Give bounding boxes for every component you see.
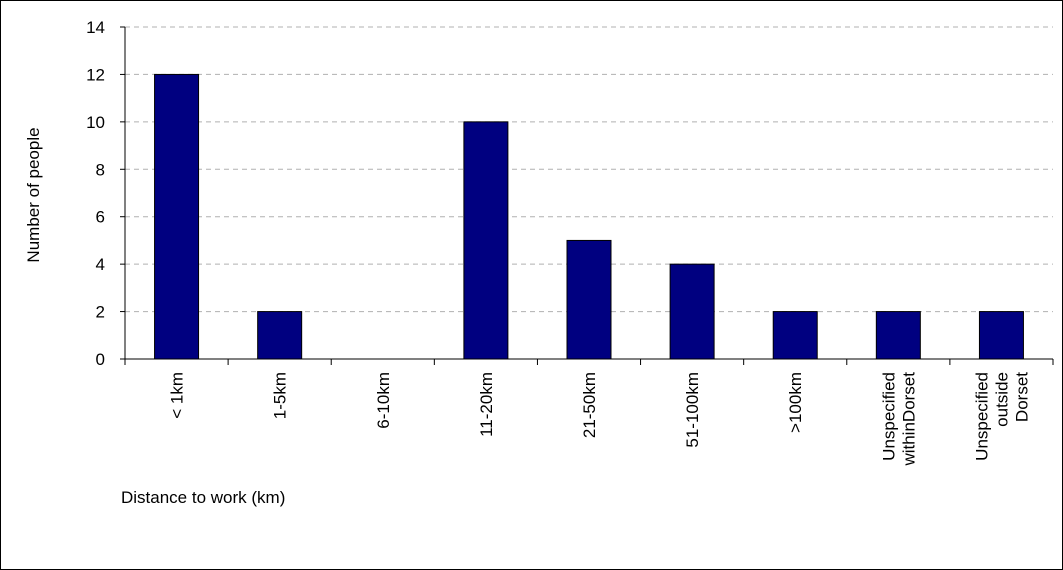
x-tick-label-line: 1-5km <box>271 372 290 419</box>
x-tick-label-line: withinDorset <box>899 372 918 467</box>
x-tick-label-line: outside <box>992 372 1011 427</box>
axes <box>120 26 1054 365</box>
bar <box>875 311 921 360</box>
x-tick-label-line: Unspecified <box>879 372 898 461</box>
y-tick-label: 2 <box>96 303 105 322</box>
x-tick-label: 51-100km <box>683 372 702 448</box>
x-tick-label-line: 6-10km <box>374 372 393 429</box>
x-tick-label-line: < 1km <box>168 372 187 419</box>
bar <box>669 263 715 360</box>
y-tick-label: 4 <box>96 255 105 274</box>
y-tick-label: 14 <box>86 18 105 37</box>
x-tick-label-line: 11-20km <box>477 372 496 437</box>
x-tick-label: Unspecified withinDorset <box>879 372 918 467</box>
x-tick-label-line: 21-50km <box>580 372 599 438</box>
bar <box>566 239 612 360</box>
y-tick-label: 10 <box>86 113 105 132</box>
x-axis-title: Distance to work (km) <box>121 488 285 507</box>
x-tick-label-line: 51-100km <box>683 372 702 448</box>
x-tick-labels: < 1km 1-5km 6-10km 11-20km 21-50km 51-100km >1… <box>168 372 1032 467</box>
bar <box>257 311 303 360</box>
x-tick-label-line: Dorset <box>1012 372 1031 422</box>
x-tick-label: Unspecified outside Dorset <box>972 372 1031 461</box>
y-tick-label: 12 <box>86 65 105 84</box>
x-tick-label: >100km <box>786 372 805 433</box>
y-tick-label: 8 <box>96 160 105 179</box>
x-tick-label: 11-20km <box>477 372 496 437</box>
bar <box>463 121 509 360</box>
x-tick-label-line: >100km <box>786 372 805 433</box>
y-tick-labels: 0 2 4 6 8 10 12 14 <box>86 18 105 369</box>
y-tick-label: 6 <box>96 208 105 227</box>
y-tick-label: 0 <box>96 350 105 369</box>
bar <box>154 73 200 360</box>
x-tick-label: < 1km <box>168 372 187 419</box>
x-tick-label-line: Unspecified <box>972 372 991 461</box>
x-tick-label: 21-50km <box>580 372 599 438</box>
x-tick-label: 6-10km <box>374 372 393 429</box>
x-tick-label: 1-5km <box>271 372 290 419</box>
bar <box>978 311 1024 360</box>
y-axis-title: Number of people <box>24 127 43 262</box>
bars <box>154 73 1024 360</box>
bar <box>772 311 818 360</box>
